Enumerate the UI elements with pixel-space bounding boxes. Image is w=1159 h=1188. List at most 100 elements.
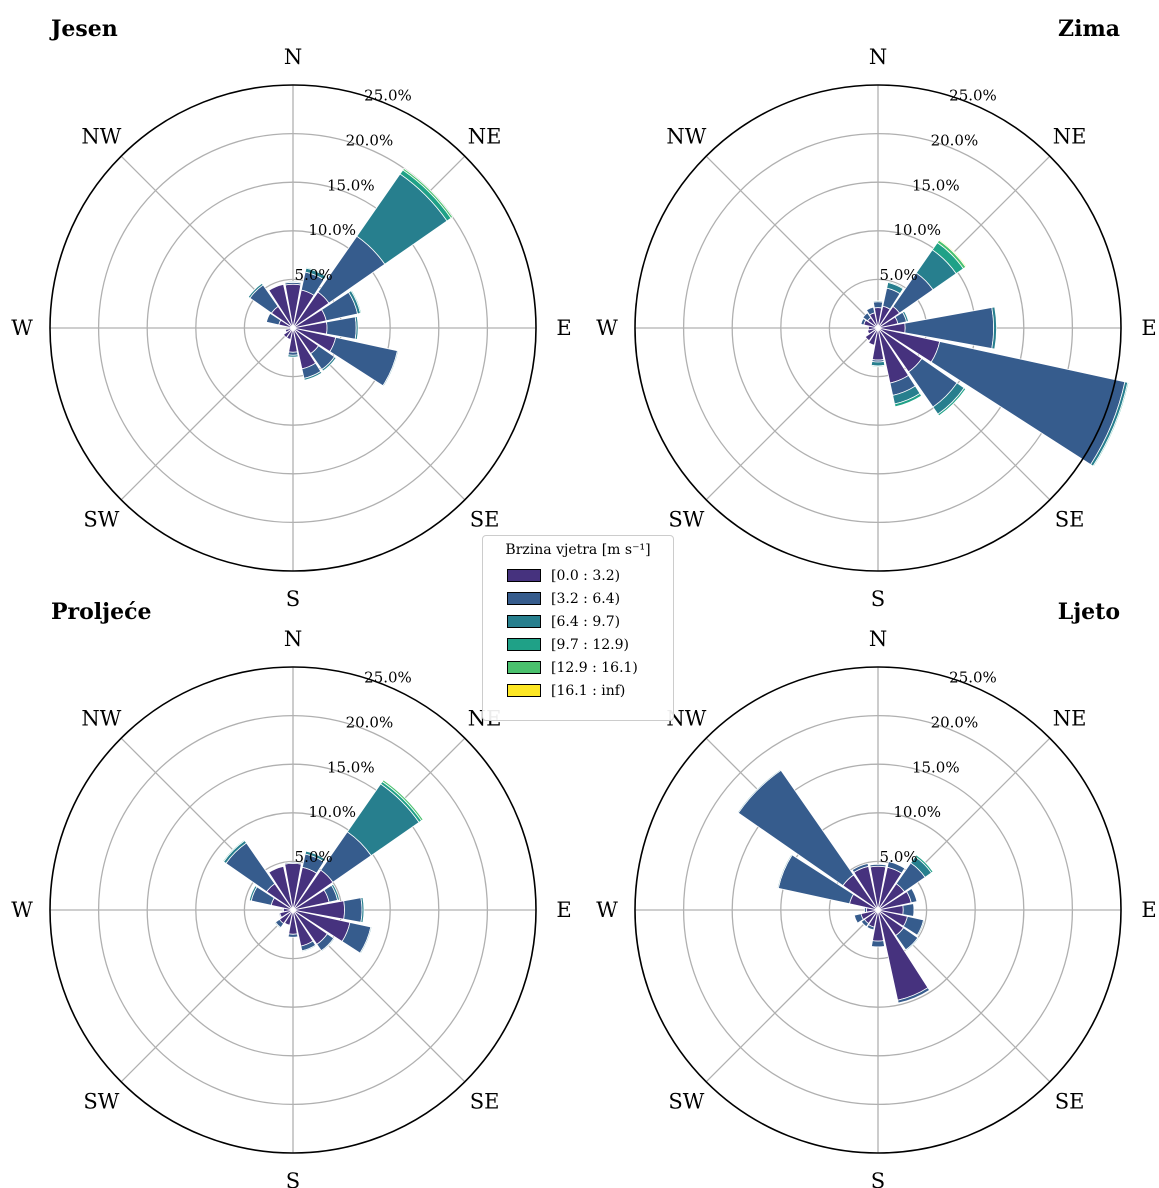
wind-bar-segment — [906, 887, 918, 904]
wind-bar-segment — [360, 896, 365, 924]
legend-label: [6.4 : 9.7) — [551, 613, 621, 630]
direction-label-se: SE — [1055, 1090, 1085, 1114]
wind-bar-segment — [862, 312, 872, 322]
legend-item: [9.7 : 12.9) — [491, 633, 665, 656]
outer-circle — [49, 666, 537, 1154]
ring-tick-label: 20.0% — [346, 131, 394, 149]
grid-ring — [97, 132, 489, 524]
wind-bar-segment — [905, 937, 920, 952]
direction-label-nw: NW — [666, 124, 706, 148]
wind-bar-segment — [284, 861, 302, 865]
wind-bar-segment — [886, 861, 906, 874]
wind-bar-segment — [350, 289, 362, 314]
wind-bar-segment — [864, 327, 879, 342]
wind-bar-segment — [330, 883, 341, 901]
wind-bar-segment — [354, 316, 359, 340]
legend-item: [3.2 : 6.4) — [491, 587, 665, 610]
wind-bar-segment — [902, 903, 915, 917]
wind-bar-segment — [914, 854, 934, 874]
ring-tick-label: 10.0% — [308, 221, 356, 239]
direction-label-sw: SW — [83, 1090, 119, 1114]
wind-bar-segment — [284, 327, 294, 333]
wind-bar-segment — [853, 913, 864, 924]
direction-label-sw: SW — [668, 508, 704, 532]
grid-spoke — [705, 155, 879, 329]
wind-bar-segment — [281, 907, 284, 913]
ring-tick-label: 25.0% — [949, 668, 997, 686]
wind-bar-segment — [894, 392, 923, 408]
grid-ring — [731, 181, 1025, 475]
wind-bar-segment — [851, 862, 869, 873]
wind-bar-segment — [382, 350, 399, 387]
wind-bar-segment — [869, 863, 887, 868]
wind-bar-segment — [887, 280, 905, 290]
wind-bar-segment — [870, 364, 886, 368]
wind-bar-segment — [867, 327, 879, 335]
wind-bar-segment — [301, 944, 317, 953]
wind-bar-segment — [938, 238, 968, 268]
legend: Brzina vjetra [m s⁻¹] [0.0 : 3.2) [3.2 :… — [482, 535, 674, 721]
wind-bar-segment — [991, 306, 997, 350]
ring-tick-label: 15.0% — [912, 758, 960, 776]
wind-bar-segment — [865, 306, 876, 316]
wind-bar-segment — [222, 839, 246, 863]
direction-label-nw: NW — [81, 124, 121, 148]
ring-tick-label: 10.0% — [308, 803, 356, 821]
direction-label-se: SE — [1055, 508, 1085, 532]
legend-label: [9.7 : 12.9) — [551, 636, 629, 653]
legend-item: [16.1 : inf) — [491, 679, 665, 702]
grid-spoke — [705, 909, 879, 1083]
ring-tick-label: 5.0% — [880, 266, 918, 284]
outer-circle — [49, 84, 537, 572]
grid-spoke — [705, 327, 879, 501]
legend-swatch — [507, 638, 541, 651]
direction-label-s: S — [871, 587, 885, 611]
wind-bar-segment — [304, 850, 327, 863]
ring-tick-label: 15.0% — [327, 758, 375, 776]
wind-bar-segment — [872, 301, 884, 309]
legend-label: [16.1 : inf) — [551, 682, 626, 699]
wind-bar-segment — [381, 779, 424, 822]
panel-title-jesen: Jesen — [49, 16, 118, 42]
ring-tick-label: 25.0% — [364, 86, 412, 104]
direction-label-ne: NE — [1053, 706, 1087, 730]
ring-tick-label: 20.0% — [346, 713, 394, 731]
wind-bar-segment — [930, 340, 1126, 466]
wind-bar-segment — [872, 300, 884, 303]
wind-bar-segment — [776, 853, 793, 889]
legend-swatch — [507, 684, 541, 697]
direction-label-s: S — [871, 1169, 885, 1188]
legend-item: [0.0 : 3.2) — [491, 564, 665, 587]
wind-bar-segment — [321, 356, 337, 372]
outer-circle — [634, 84, 1122, 572]
panel-title-zima: Zima — [1058, 16, 1120, 42]
wind-bar-segment — [1092, 381, 1130, 468]
wind-bar-segment — [866, 924, 875, 931]
direction-label-e: E — [556, 898, 571, 922]
legend-swatch — [507, 615, 541, 628]
direction-label-n: N — [869, 627, 887, 651]
panel-title-ljeto: Ljeto — [1058, 599, 1120, 625]
direction-label-se: SE — [470, 1090, 500, 1114]
legend-item: [12.9 : 16.1) — [491, 656, 665, 679]
wind-bar-segment — [860, 918, 870, 928]
wind-bar-segment — [303, 370, 323, 381]
wind-bar-segment — [901, 310, 909, 323]
ring-tick-label: 5.0% — [295, 266, 333, 284]
direction-label-w: W — [596, 898, 618, 922]
wind-bar-segment — [860, 317, 867, 326]
grid-ring — [828, 860, 928, 960]
direction-label-e: E — [1141, 316, 1156, 340]
ring-tick-label: 5.0% — [880, 848, 918, 866]
direction-label-w: W — [596, 316, 618, 340]
wind-bar-segment — [402, 167, 454, 219]
direction-label-ne: NE — [1053, 124, 1087, 148]
legend-label: [0.0 : 3.2) — [551, 567, 621, 584]
legend-title: Brzina vjetra [m s⁻¹] — [505, 542, 651, 558]
direction-label-e: E — [1141, 898, 1156, 922]
wind-bar-segment — [343, 897, 363, 923]
direction-label-sw: SW — [83, 508, 119, 532]
wind-bar-segment — [282, 327, 294, 339]
legend-label: [12.9 : 16.1) — [551, 659, 638, 676]
